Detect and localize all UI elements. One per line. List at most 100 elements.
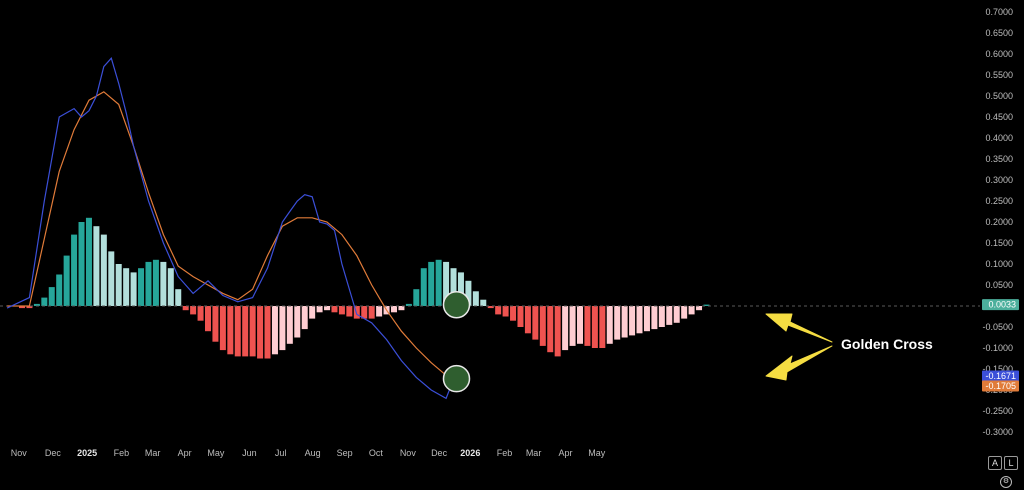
y-tick-label: -0.2500: [982, 406, 1013, 416]
last-value-badge: -0.1705: [982, 380, 1019, 392]
histogram-bar: [85, 217, 92, 306]
histogram-bar: [599, 306, 606, 348]
histogram-bar: [420, 268, 427, 306]
y-tick-label: 0.3000: [985, 175, 1013, 185]
y-tick-label: 0.1000: [985, 259, 1013, 269]
histogram-bar: [569, 306, 576, 346]
y-tick-label: 0.1500: [985, 238, 1013, 248]
histogram-bar: [554, 306, 561, 357]
last-value-badges: 0.0033 -0.1671-0.1705: [982, 299, 1019, 392]
histogram-bar: [532, 306, 539, 340]
x-tick-label: May: [588, 448, 606, 458]
histogram-bars: [19, 217, 710, 359]
log-scale-button[interactable]: L: [1004, 456, 1018, 470]
histogram-bar: [264, 306, 271, 359]
histogram-bar: [502, 306, 509, 317]
svg-text:0.0033: 0.0033: [988, 300, 1016, 310]
histogram-bar: [197, 306, 204, 321]
cross-markers: [442, 290, 471, 393]
histogram-bar: [115, 264, 122, 306]
signal-line: [7, 91, 454, 381]
histogram-bar: [108, 251, 115, 306]
histogram-bar: [376, 306, 383, 317]
histogram-bar: [621, 306, 628, 338]
histogram-bar: [703, 304, 710, 306]
x-tick-label: Feb: [497, 448, 513, 458]
histogram-bar: [487, 306, 494, 309]
histogram-bar: [271, 306, 278, 355]
last-value-badge: 0.0033: [982, 299, 1019, 311]
y-tick-label: -0.1000: [982, 343, 1013, 353]
histogram-bar: [324, 306, 331, 311]
histogram-bar: [205, 306, 211, 332]
y-tick-label: 0.2000: [985, 217, 1013, 227]
y-tick-label: 0.6000: [985, 49, 1013, 59]
histogram-bar: [138, 268, 145, 306]
y-tick-label: 0.4500: [985, 112, 1013, 122]
histogram-bar: [123, 268, 130, 306]
histogram-bar: [539, 306, 546, 346]
histogram-bar: [398, 306, 405, 311]
histogram-bar: [78, 222, 85, 306]
histogram-bar: [33, 303, 40, 306]
svg-text:-0.1671: -0.1671: [985, 371, 1016, 381]
x-tick-label: May: [207, 448, 225, 458]
histogram-bar: [681, 306, 688, 319]
histogram-bar: [584, 306, 591, 346]
histogram-bar: [190, 306, 197, 315]
histogram-bar: [294, 306, 301, 338]
histogram-bar: [286, 306, 293, 344]
histogram-bar: [346, 306, 353, 317]
histogram-bar: [658, 306, 665, 327]
y-tick-label: 0.5000: [985, 91, 1013, 101]
y-tick-label: 0.4000: [985, 133, 1013, 143]
auto-scale-button[interactable]: A: [988, 456, 1002, 470]
histogram-bar: [651, 306, 658, 330]
histogram-bar: [636, 306, 643, 334]
y-tick-label: 0.0500: [985, 280, 1013, 290]
cross-marker-circle: [442, 364, 471, 393]
histogram-bar: [26, 306, 33, 309]
histogram-bar: [428, 261, 435, 306]
histogram-bar: [472, 291, 479, 306]
histogram-bar: [629, 306, 636, 336]
histogram-bar: [673, 306, 680, 323]
x-tick-label: Mar: [526, 448, 542, 458]
histogram-bar: [219, 306, 226, 351]
histogram-bar: [591, 306, 598, 348]
y-tick-label: 0.6500: [985, 28, 1013, 38]
y-tick-label: 0.3500: [985, 154, 1013, 164]
x-tick-label: 2026: [460, 448, 480, 458]
svg-text:-0.1705: -0.1705: [985, 381, 1016, 391]
histogram-bar: [130, 272, 137, 306]
x-tick-label: Jun: [242, 448, 257, 458]
last-value-badge: -0.1671: [982, 370, 1019, 382]
histogram-bar: [517, 306, 524, 327]
histogram-bar: [450, 268, 457, 306]
histogram-bar: [100, 234, 107, 306]
histogram-bar: [391, 306, 397, 313]
histogram-bar: [145, 261, 152, 306]
histogram-bar: [48, 287, 55, 306]
histogram-bar: [41, 297, 48, 306]
histogram-bar: [242, 306, 249, 357]
y-tick-label: -0.0500: [982, 322, 1013, 332]
histogram-bar: [361, 306, 368, 319]
x-tick-label: Mar: [145, 448, 161, 458]
histogram-bar: [279, 306, 286, 351]
histogram-bar: [175, 289, 182, 306]
x-tick-label: Apr: [178, 448, 192, 458]
histogram-bar: [547, 306, 554, 353]
histogram-bar: [577, 306, 583, 344]
histogram-bar: [495, 306, 502, 315]
histogram-bar: [331, 306, 338, 313]
annotation-arrows: [765, 313, 833, 381]
gear-icon[interactable]: ⚙: [1000, 476, 1012, 488]
histogram-bar: [182, 306, 189, 311]
histogram-bar: [606, 306, 613, 344]
y-tick-label: -0.1500: [982, 364, 1013, 374]
histogram-bar: [666, 306, 673, 325]
histogram-bar: [562, 306, 569, 351]
y-tick-label: 0.5500: [985, 70, 1013, 80]
